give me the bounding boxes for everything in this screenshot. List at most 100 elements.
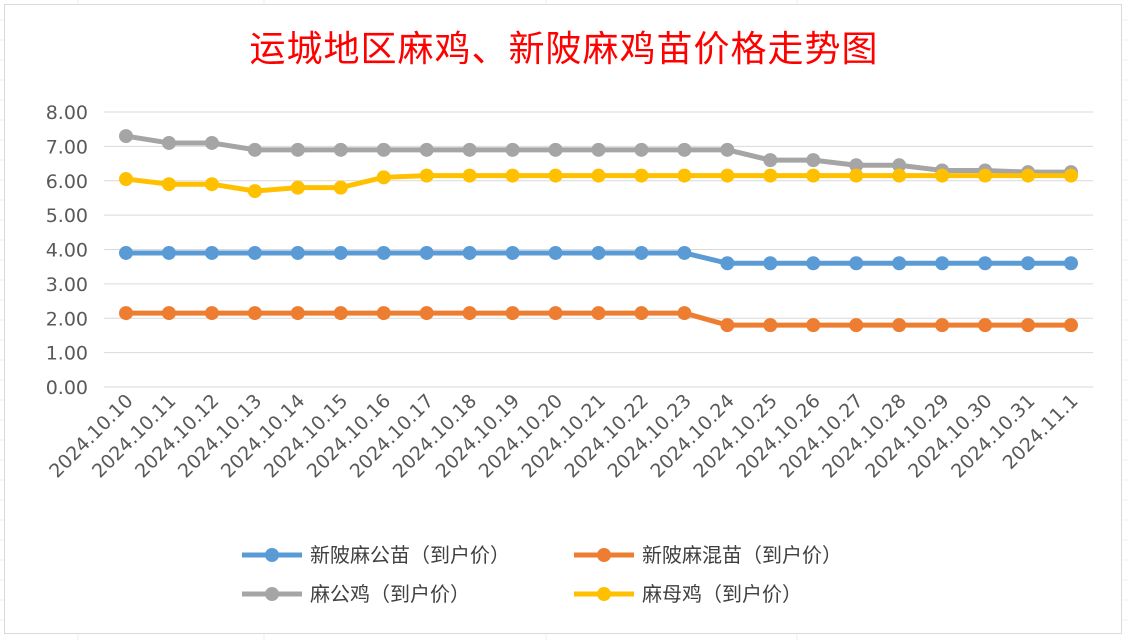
series-0 [119, 245, 1078, 271]
legend-item: 新陂麻混苗（到户价） [574, 543, 842, 567]
data-point [978, 168, 993, 183]
data-point [892, 158, 907, 173]
data-point [505, 245, 520, 260]
data-point [505, 168, 520, 183]
data-point [247, 184, 262, 199]
data-point [849, 168, 864, 183]
data-point [548, 245, 563, 260]
y-tick-label: 3.00 [46, 274, 88, 296]
data-point [119, 129, 133, 144]
data-point [935, 256, 950, 271]
y-tick-label: 7.00 [46, 136, 88, 158]
series-3 [119, 168, 1078, 199]
data-point [462, 245, 477, 260]
data-point [462, 306, 477, 321]
data-point [1021, 318, 1036, 333]
legend-label: 麻公鸡（到户价） [310, 582, 470, 606]
data-point [1021, 256, 1036, 271]
legend-marker-swatch [597, 587, 611, 601]
chart-title: 运城地区麻鸡、新陂麻鸡苗价格走势图 [249, 29, 879, 70]
data-point [462, 142, 477, 157]
y-tick-label: 5.00 [46, 205, 88, 227]
y-tick-label: 4.00 [46, 240, 88, 262]
data-point [591, 142, 606, 157]
data-point [376, 170, 391, 185]
data-point [505, 142, 520, 157]
legend-label: 新陂麻混苗（到户价） [642, 543, 842, 567]
y-tick-label: 8.00 [46, 102, 88, 124]
data-point [720, 168, 735, 183]
series-1 [119, 306, 1078, 333]
data-point [290, 180, 305, 195]
data-point [634, 142, 649, 157]
x-axis-tick-labels: 2024.10.102024.10.112024.10.122024.10.13… [45, 390, 1082, 482]
data-point [548, 168, 563, 183]
data-point [333, 306, 348, 321]
data-point [161, 306, 176, 321]
chart-area[interactable] [4, 4, 1122, 634]
data-point [204, 245, 219, 260]
data-point [849, 158, 864, 173]
data-point [247, 306, 262, 321]
data-point [634, 306, 649, 321]
data-point [548, 142, 563, 157]
data-point [763, 153, 778, 168]
data-point [1064, 318, 1078, 333]
data-point [806, 256, 821, 271]
legend-item: 麻公鸡（到户价） [242, 582, 470, 606]
data-point [204, 177, 219, 192]
data-point [677, 306, 692, 321]
data-point [720, 318, 735, 333]
data-point [763, 256, 778, 271]
data-point [161, 177, 176, 192]
data-point [119, 245, 133, 260]
data-point [247, 245, 262, 260]
data-point [119, 306, 133, 321]
legend-label: 新陂麻公苗（到户价） [310, 543, 510, 567]
data-point [677, 168, 692, 183]
data-point [376, 306, 391, 321]
data-point [677, 245, 692, 260]
data-point [591, 245, 606, 260]
series-lines [119, 129, 1078, 333]
data-point [161, 135, 176, 150]
data-point [333, 180, 348, 195]
data-point [720, 142, 735, 157]
data-point [1064, 168, 1078, 183]
data-point [849, 256, 864, 271]
legend-item: 新陂麻公苗（到户价） [242, 543, 510, 567]
legend: 新陂麻公苗（到户价） 新陂麻混苗（到户价） 麻公鸡（到户价） 麻母鸡（到户价） [242, 543, 842, 606]
data-point [634, 168, 649, 183]
data-point [419, 142, 434, 157]
legend-marker-swatch [265, 548, 279, 562]
data-point [505, 306, 520, 321]
y-tick-label: 2.00 [46, 308, 88, 330]
data-point [204, 135, 219, 150]
legend-marker-swatch [265, 587, 279, 601]
data-point [720, 256, 735, 271]
data-point [333, 142, 348, 157]
data-point [591, 168, 606, 183]
data-point [290, 306, 305, 321]
data-point [161, 245, 176, 260]
data-point [290, 142, 305, 157]
data-point [247, 142, 262, 157]
data-point [677, 142, 692, 157]
data-point [806, 318, 821, 333]
data-point [204, 306, 219, 321]
data-point [290, 245, 305, 260]
data-point [849, 318, 864, 333]
data-point [892, 256, 907, 271]
data-point [462, 168, 477, 183]
data-point [419, 168, 434, 183]
data-point [376, 245, 391, 260]
data-point [419, 245, 434, 260]
data-point [935, 318, 950, 333]
data-point [978, 318, 993, 333]
data-point [892, 318, 907, 333]
data-point [634, 245, 649, 260]
data-point [376, 142, 391, 157]
legend-label: 麻母鸡（到户价） [642, 582, 802, 606]
y-tick-label: 0.00 [46, 377, 88, 399]
legend-item: 麻母鸡（到户价） [574, 582, 802, 606]
